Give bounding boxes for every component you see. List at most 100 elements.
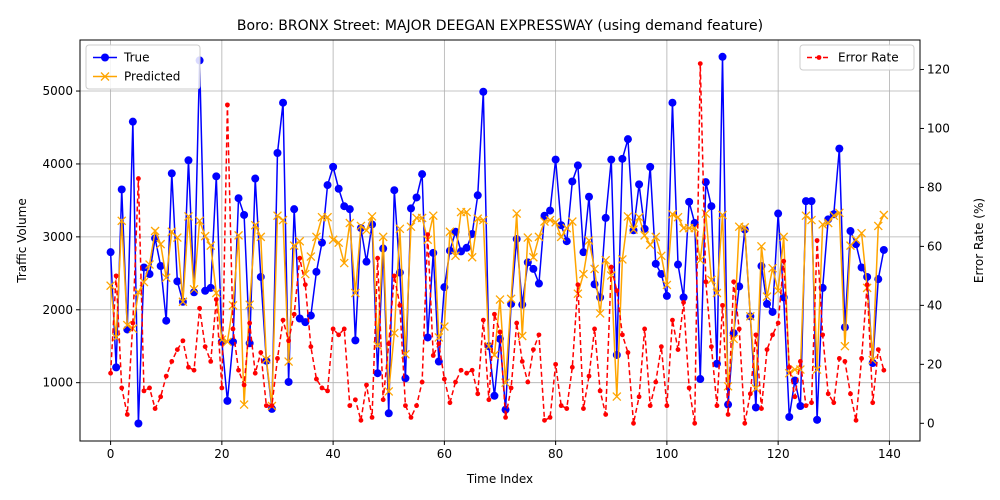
y-right-tick-label: 20 [927, 357, 942, 371]
x-marker-stroke [795, 365, 805, 375]
data-point-true [334, 184, 343, 193]
x-marker-stroke [211, 288, 221, 298]
data-point-error-rate [864, 282, 870, 288]
data-point-true [796, 402, 805, 411]
x-marker-stroke [718, 210, 727, 220]
data-point-true [273, 149, 282, 158]
data-point-predicted [122, 320, 132, 330]
data-point-error-rate [848, 391, 853, 397]
data-point-error-rate [319, 385, 325, 391]
data-point-error-rate [792, 394, 798, 400]
data-point-predicted [211, 288, 221, 298]
x-marker-stroke [172, 233, 182, 243]
x-marker-stroke [773, 286, 783, 296]
data-point-error-rate [280, 317, 286, 323]
data-point-error-rate [586, 373, 592, 379]
x-marker-stroke [823, 218, 833, 228]
data-point-true [807, 197, 816, 206]
x-tick-label: 40 [325, 447, 340, 461]
data-point-predicted [323, 212, 333, 222]
x-marker-stroke [339, 258, 349, 268]
data-point-true [751, 403, 760, 412]
x-marker-stroke [133, 287, 143, 297]
data-point-error-rate [325, 388, 330, 394]
data-point-error-rate [575, 282, 581, 288]
data-point-true [345, 205, 354, 214]
data-point-predicted [578, 269, 588, 279]
x-marker-stroke [206, 241, 216, 251]
x-marker-stroke [751, 384, 761, 393]
data-point-error-rate [475, 391, 481, 397]
x-marker-stroke [701, 209, 711, 218]
data-point-predicted [873, 221, 883, 231]
legend-label-predicted: Predicted [124, 70, 180, 84]
data-point-error-rate [230, 326, 236, 332]
data-point-error-rate [497, 329, 503, 335]
data-point-true [156, 262, 165, 271]
x-marker-stroke [256, 232, 266, 242]
data-point-true [423, 333, 432, 342]
x-marker-stroke [311, 232, 321, 242]
data-point-error-rate [136, 176, 141, 181]
x-marker-stroke [484, 341, 494, 351]
legend-left: True Predicted [85, 44, 201, 90]
data-point-true [412, 193, 421, 202]
y-left-tick-label: 2000 [42, 303, 73, 317]
data-point-true [774, 209, 783, 218]
x-marker-stroke [551, 217, 561, 227]
x-marker-stroke [606, 271, 616, 280]
data-point-error-rate [364, 382, 369, 388]
data-point-error-rate [425, 232, 431, 238]
x-marker-stroke [645, 240, 655, 250]
data-point-predicted [261, 354, 271, 364]
data-point-predicted [718, 210, 727, 220]
data-point-true [551, 155, 560, 164]
data-point-error-rate [163, 373, 169, 379]
series-true [106, 52, 888, 428]
x-marker-stroke [756, 241, 766, 251]
x-marker-stroke [523, 233, 533, 243]
data-point-true [768, 307, 777, 316]
data-point-true [518, 300, 527, 309]
data-point-predicted [384, 386, 394, 396]
data-point-true [546, 206, 555, 215]
x-marker-stroke [506, 294, 516, 304]
x-marker-stroke [100, 72, 110, 81]
x-marker-stroke [150, 226, 160, 236]
data-point-predicted [868, 355, 878, 365]
y-right-tick-label: 60 [927, 239, 942, 253]
data-point-predicted [623, 211, 633, 221]
data-point-error-rate [441, 376, 447, 382]
data-point-error-rate [152, 406, 158, 411]
data-point-error-rate [881, 367, 887, 373]
data-point-true [679, 293, 688, 302]
x-marker-stroke [439, 322, 449, 331]
x-marker-stroke [273, 211, 282, 221]
series-layer [106, 52, 889, 428]
data-point-predicted [523, 233, 533, 243]
x-marker-stroke [178, 297, 188, 307]
data-point-predicted [617, 254, 627, 264]
data-point-predicted [278, 215, 288, 225]
x-marker-stroke [723, 381, 733, 391]
data-point-error-rate [636, 394, 642, 400]
x-marker-stroke [167, 227, 177, 237]
data-point-true [279, 98, 288, 107]
x-marker-stroke [745, 311, 755, 321]
data-point-true [234, 194, 243, 203]
x-marker-stroke [261, 354, 271, 364]
data-point-error-rate [553, 361, 559, 367]
data-point-true [373, 369, 382, 378]
x-marker-stroke [161, 273, 171, 283]
data-point-error-rate [225, 102, 230, 108]
data-point-error-rate [352, 397, 358, 403]
data-point-predicted [284, 357, 294, 366]
data-point-error-rate [820, 332, 826, 338]
data-point-true [813, 415, 822, 424]
x-marker-stroke [400, 349, 410, 359]
data-point-true [601, 213, 610, 222]
data-point-true [835, 144, 844, 153]
data-point-predicted [795, 365, 805, 375]
data-point-true [406, 204, 415, 213]
x-marker-stroke [578, 269, 588, 279]
